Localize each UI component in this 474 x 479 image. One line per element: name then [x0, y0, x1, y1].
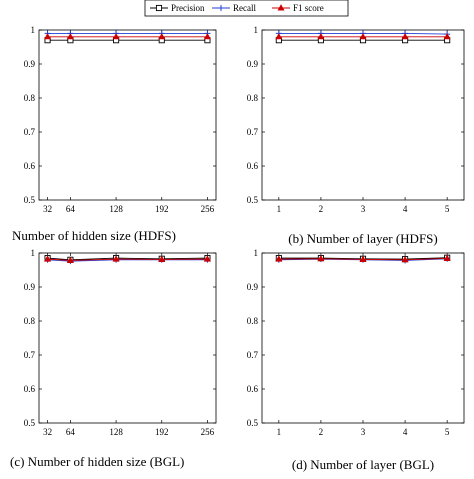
- data-point-f1-score: [158, 255, 166, 262]
- data-point-f1-score: [66, 32, 74, 40]
- data-point-f1-score: [359, 32, 367, 40]
- legend-label-precision: Precision: [171, 3, 205, 13]
- y-tick-label: 0.8: [24, 316, 36, 326]
- y-tick-label: 0.7: [247, 350, 259, 360]
- chart-panel-4: 0.5 0.6 0.7 0.8 0.9 1 1 2 3 4 5 (d) Number of layer…: [247, 248, 465, 472]
- chart-caption: (c) Number of hidden size (BGL): [10, 454, 184, 469]
- y-tick-label: 0.7: [24, 350, 36, 360]
- data-point-f1-score: [44, 32, 52, 40]
- x-tick-label: 256: [201, 204, 215, 214]
- y-tick-label: 0.8: [247, 316, 259, 326]
- x-tick-label: 1: [277, 427, 282, 437]
- legend: Precision Recall F1 score: [144, 0, 349, 17]
- legend-box: [144, 0, 349, 17]
- legend-marker-recall: [218, 5, 224, 11]
- x-tick-label: 2: [319, 204, 324, 214]
- x-tick-label: 3: [361, 204, 366, 214]
- y-tick-label: 0.9: [247, 59, 259, 69]
- series-f1-score: [275, 254, 451, 263]
- plot-frame: [261, 252, 465, 424]
- data-point-f1-score: [317, 32, 325, 40]
- x-tick-label: 4: [403, 204, 408, 214]
- x-tick-label: 128: [109, 427, 123, 437]
- plot-frame: [38, 29, 217, 201]
- data-point-f1-score: [317, 254, 325, 262]
- y-tick-label: 0.7: [24, 127, 36, 137]
- data-point-f1-score: [44, 255, 52, 262]
- chart-panel-2: 0.5 0.6 0.7 0.8 0.9 1 1 2 3 4 5 (b) Number of layer…: [247, 25, 465, 246]
- y-tick-label: 0.5: [247, 418, 259, 428]
- y-tick-label: 0.6: [247, 384, 259, 394]
- y-tick-label: 0.5: [24, 418, 36, 428]
- legend-label-f1-score: F1 score: [293, 3, 324, 13]
- legend-marker-f1-score: [277, 4, 285, 11]
- data-point-f1-score: [158, 32, 166, 40]
- data-point-f1-score: [359, 255, 367, 262]
- y-tick-label: 0.9: [24, 282, 36, 292]
- data-point-f1-score: [401, 32, 409, 40]
- x-tick-label: 4: [403, 427, 408, 437]
- x-tick-label: 32: [43, 204, 52, 214]
- data-point-f1-score: [443, 254, 451, 261]
- data-point-f1-score: [443, 32, 451, 40]
- x-tick-label: 128: [109, 204, 123, 214]
- plot-frame: [261, 29, 465, 201]
- data-point-f1-score: [112, 255, 120, 262]
- y-tick-label: 0.9: [24, 59, 36, 69]
- chart-caption: (b) Number of layer (HDFS): [288, 231, 437, 246]
- x-tick-label: 64: [66, 427, 76, 437]
- series-f1-score: [44, 32, 211, 40]
- x-tick-label: 2: [319, 427, 324, 437]
- series-f1-score: [275, 32, 451, 40]
- data-point-f1-score: [112, 32, 120, 40]
- y-tick-label: 0.8: [247, 93, 259, 103]
- plot-frame: [38, 252, 217, 424]
- y-tick-label: 0.5: [24, 195, 36, 205]
- x-tick-label: 192: [155, 427, 169, 437]
- data-point-f1-score: [203, 32, 211, 40]
- y-tick-label: 0.7: [247, 127, 259, 137]
- y-tick-label: 1: [254, 248, 259, 258]
- data-point-f1-score: [275, 255, 283, 262]
- y-tick-label: 1: [31, 25, 36, 35]
- y-tick-label: 0.6: [247, 161, 259, 171]
- y-tick-label: 1: [31, 248, 36, 258]
- chart-caption: Number of hidden size (HDFS): [12, 228, 176, 243]
- data-point-f1-score: [401, 255, 409, 263]
- y-tick-label: 0.8: [24, 93, 36, 103]
- x-tick-label: 32: [43, 427, 52, 437]
- data-point-f1-score: [203, 255, 211, 262]
- y-tick-label: 0.6: [24, 161, 36, 171]
- series-f1-score: [44, 255, 211, 263]
- y-tick-label: 0.9: [247, 282, 259, 292]
- x-tick-label: 3: [361, 427, 366, 437]
- chart-caption: (d) Number of layer (BGL): [292, 457, 434, 472]
- x-tick-label: 1: [277, 204, 282, 214]
- y-tick-label: 0.5: [247, 195, 259, 205]
- x-tick-label: 5: [445, 204, 450, 214]
- legend-label-recall: Recall: [233, 3, 256, 13]
- data-point-f1-score: [66, 256, 74, 263]
- chart-panel-1: 0.5 0.6 0.7 0.8 0.9 1 32 64 128 192 256 Number of h…: [12, 25, 217, 243]
- y-tick-label: 1: [254, 25, 259, 35]
- x-tick-label: 64: [66, 204, 76, 214]
- x-tick-label: 5: [445, 427, 450, 437]
- x-tick-label: 192: [155, 204, 169, 214]
- data-point-f1-score: [275, 32, 283, 40]
- chart-panel-3: 0.5 0.6 0.7 0.8 0.9 1 32 64 128 192 256 (c) Number …: [10, 248, 217, 469]
- x-tick-label: 256: [201, 427, 215, 437]
- y-tick-label: 0.6: [24, 384, 36, 394]
- series-precision: [275, 37, 451, 44]
- legend-marker-precision: [155, 4, 163, 12]
